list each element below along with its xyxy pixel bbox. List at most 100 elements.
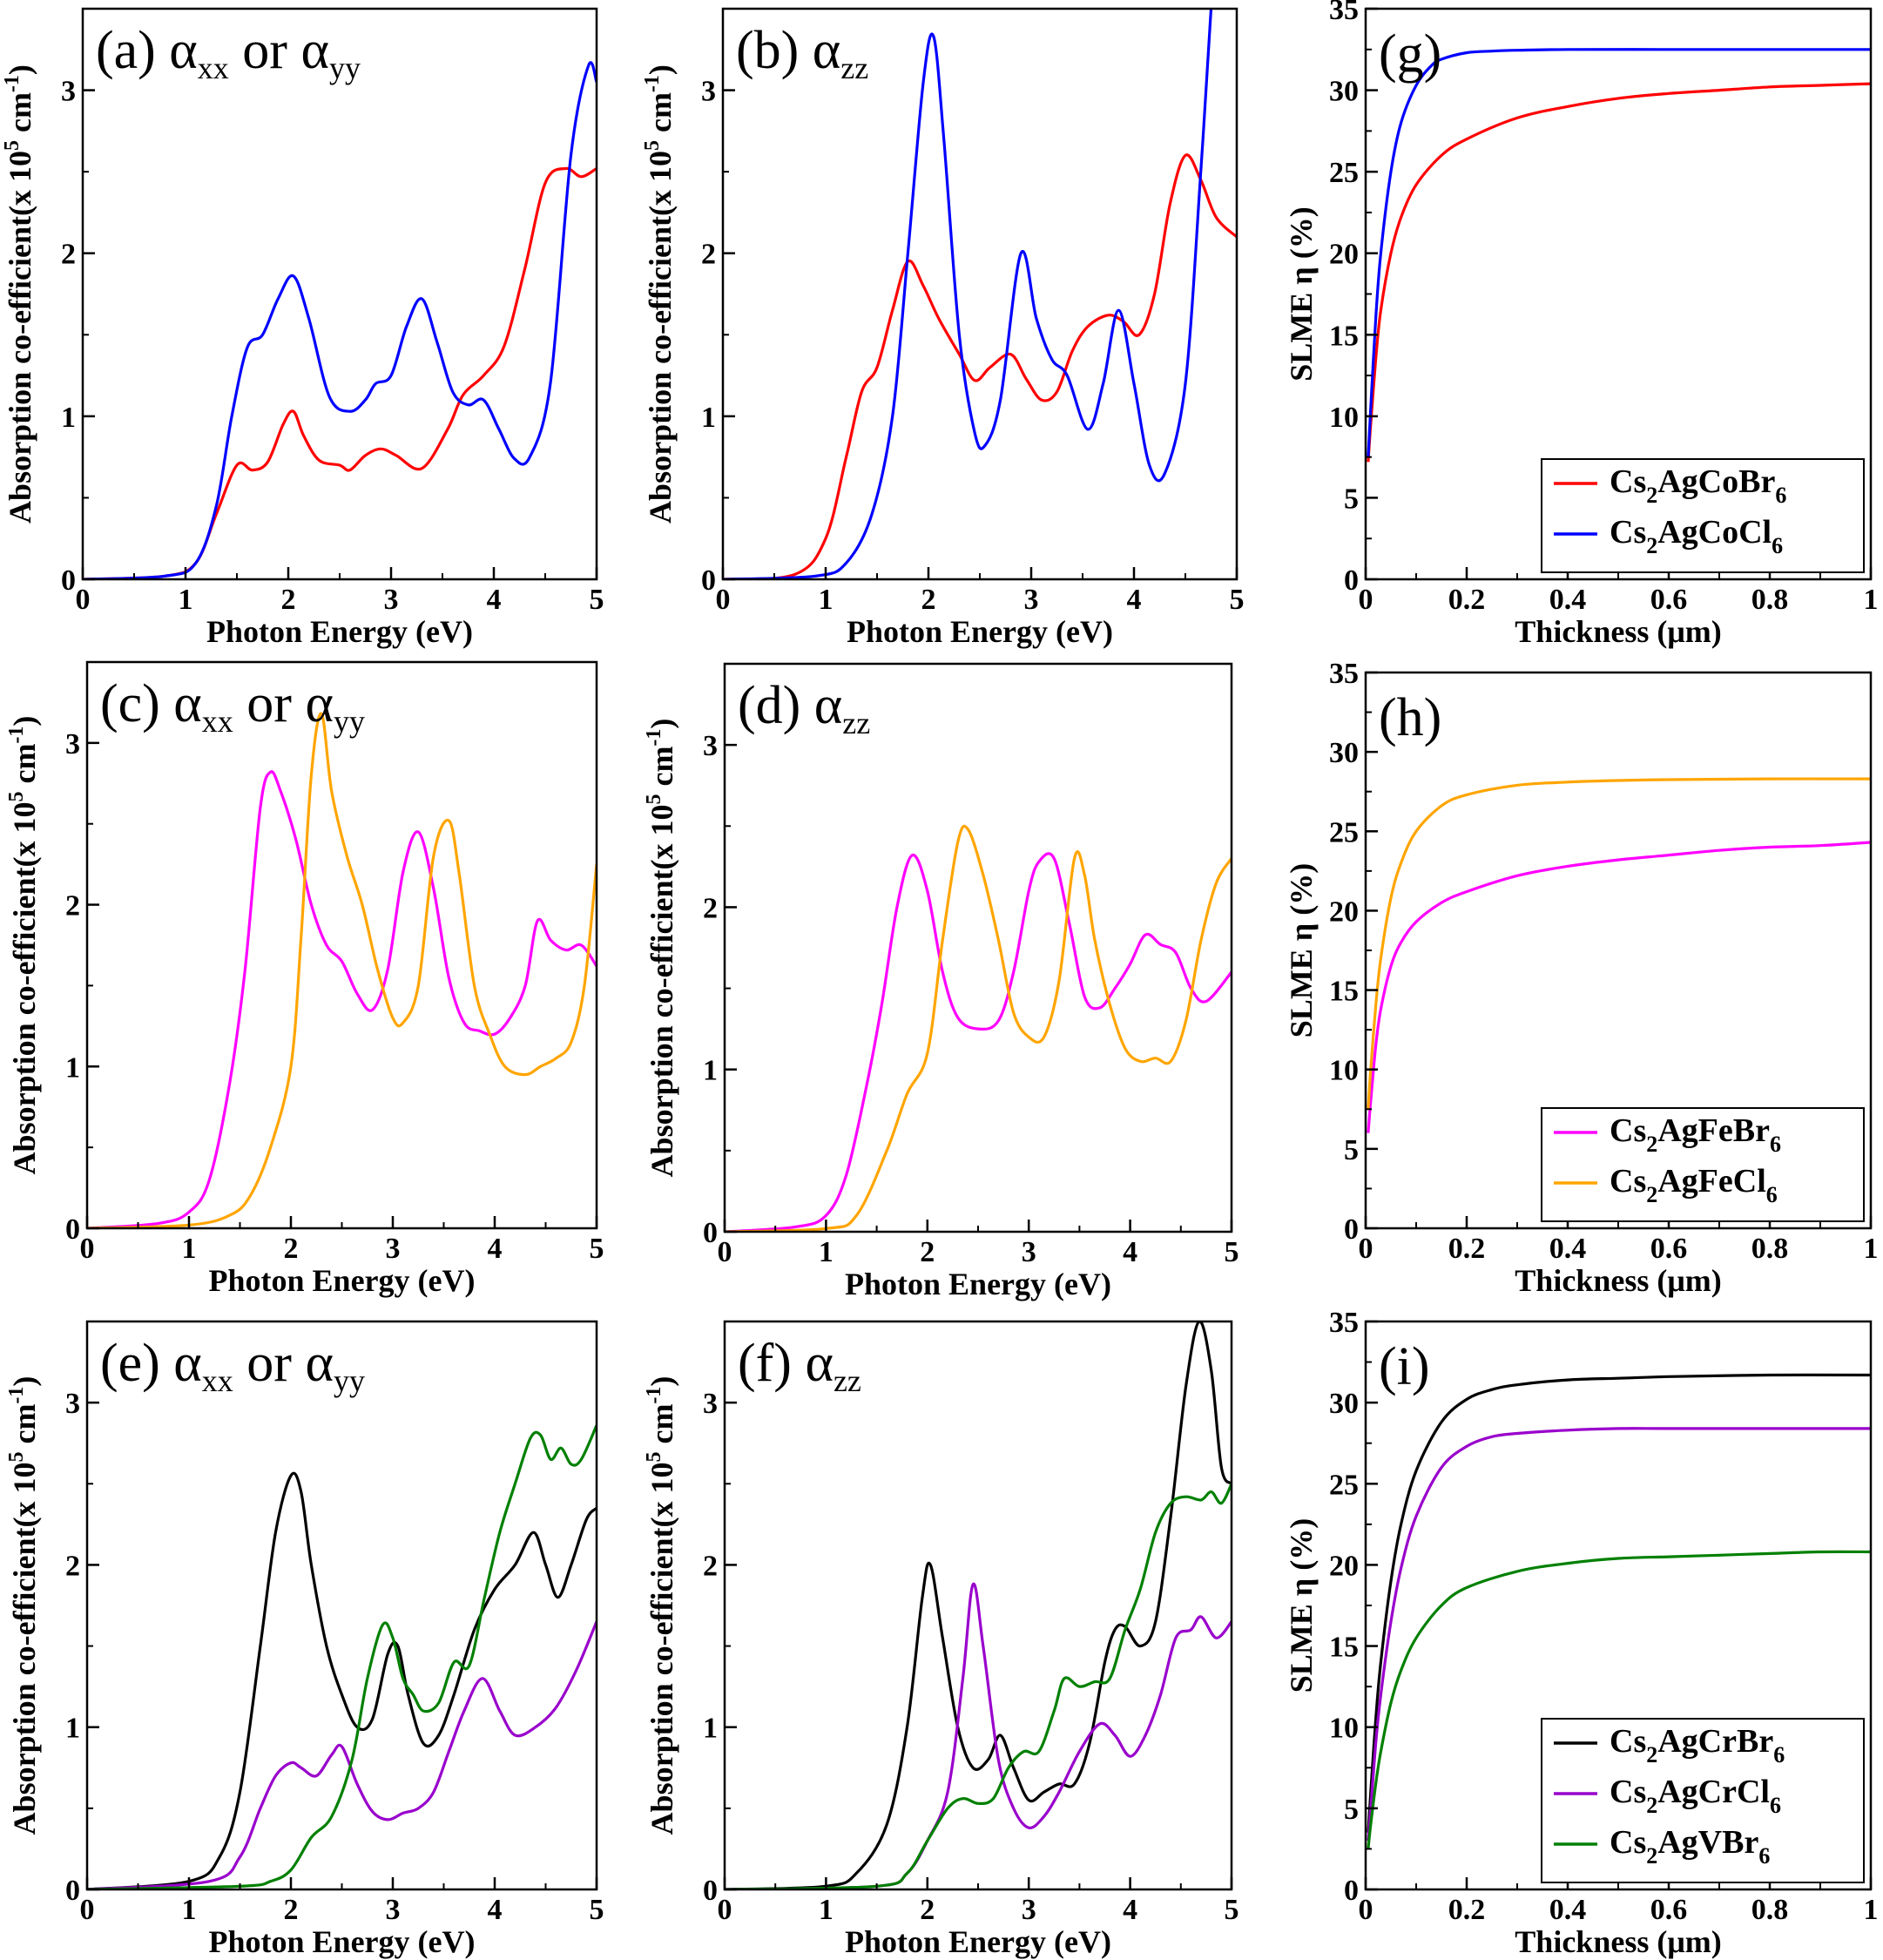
series-line-Cs2AgCoBr6 — [1367, 82, 1871, 463]
y-tick-label: 5 — [1344, 1794, 1359, 1826]
x-tick-label: 3 — [386, 1894, 401, 1926]
y-tick-label: 1 — [703, 1055, 718, 1087]
y-tick-label: 3 — [703, 730, 718, 762]
series-line-Cs2AgCrCl6 — [87, 1620, 597, 1889]
y-axis-title: Absorption co-efficient(x 105 cm-1) — [5, 1376, 42, 1835]
x-tick-label: 0 — [1359, 1233, 1373, 1265]
x-axis-title: Thickness (μm) — [1515, 1924, 1721, 1959]
y-tick-label: 0 — [65, 1213, 80, 1246]
x-tick-label: 4 — [487, 584, 502, 616]
legend-label: Cs2AgVBr6 — [1610, 1824, 1770, 1869]
x-tick-label: 3 — [384, 584, 399, 616]
legend-label: Cs2AgCoBr6 — [1610, 463, 1786, 508]
x-tick-label: 2 — [920, 1894, 935, 1926]
x-tick-label: 0.8 — [1751, 1233, 1789, 1265]
x-tick-label: 4 — [1127, 584, 1142, 616]
y-tick-label: 2 — [65, 890, 80, 923]
y-tick-label: 1 — [701, 402, 716, 434]
y-axis-title: Absorption co-efficient(x 105 cm-1) — [1, 64, 37, 524]
x-axis-title: Photon Energy (eV) — [209, 1924, 476, 1959]
x-tick-label: 0.6 — [1650, 1894, 1688, 1926]
x-tick-label: 1 — [1864, 1233, 1879, 1265]
series-line-Cs2AgVBr6 — [1367, 1550, 1871, 1849]
y-tick-label: 25 — [1329, 157, 1359, 189]
x-tick-label: 3 — [1022, 1894, 1036, 1926]
y-tick-label: 5 — [1344, 1134, 1359, 1166]
y-tick-label: 3 — [65, 728, 80, 760]
x-tick-label: 1 — [1864, 1894, 1879, 1926]
x-axis-title: Thickness (μm) — [1515, 614, 1721, 649]
legend-label: Cs2AgCoCl6 — [1610, 514, 1783, 558]
y-tick-label: 10 — [1329, 1055, 1359, 1087]
x-tick-label: 3 — [1022, 1236, 1036, 1268]
y-axis-title: Absorption co-efficient(x 105 cm-1) — [643, 719, 679, 1178]
y-tick-label: 2 — [61, 239, 76, 271]
y-tick-label: 0 — [1344, 1875, 1359, 1907]
panel-label: (h) — [1379, 688, 1441, 747]
y-tick-label: 0 — [703, 1217, 718, 1249]
y-tick-label: 1 — [61, 402, 76, 434]
y-tick-label: 0 — [1344, 564, 1359, 597]
panel-label: (d) αzz — [738, 676, 870, 740]
x-tick-label: 0 — [1359, 1894, 1373, 1926]
x-tick-label: 0 — [76, 584, 91, 616]
series-line-Cs2AgCrBr6 — [725, 1321, 1232, 1889]
y-tick-label: 1 — [65, 1051, 80, 1084]
x-tick-label: 0.4 — [1549, 1894, 1587, 1926]
panel-label: (c) αxx or αyy — [100, 674, 365, 739]
legend-label: Cs2AgFeBr6 — [1610, 1112, 1781, 1157]
series-line-Cs2AgCrCl6 — [1367, 1427, 1871, 1842]
series-line-Cs2AgFeCl6 — [1367, 777, 1871, 1110]
x-tick-label: 5 — [590, 584, 604, 616]
series-line-Cs2AgFeCl6 — [725, 824, 1232, 1232]
y-tick-label: 2 — [65, 1550, 80, 1582]
x-tick-label: 0.6 — [1650, 1233, 1688, 1265]
x-tick-label: 5 — [1225, 1894, 1239, 1926]
series-line-Cs2AgCoCl6 — [83, 61, 597, 579]
x-tick-label: 3 — [386, 1233, 401, 1265]
x-tick-label: 0.4 — [1549, 1233, 1587, 1265]
panel-label: (f) αzz — [738, 1334, 861, 1398]
series-line-Cs2AgFeBr6 — [87, 770, 597, 1228]
y-tick-label: 0 — [701, 564, 716, 597]
plot-frame — [723, 662, 1233, 1233]
x-tick-label: 0 — [718, 1236, 732, 1268]
y-tick-label: 2 — [703, 892, 718, 924]
x-tick-label: 2 — [921, 584, 936, 616]
y-tick-label: 35 — [1329, 1307, 1359, 1339]
y-tick-label: 30 — [1329, 1388, 1359, 1420]
y-tick-label: 1 — [703, 1713, 718, 1745]
series-line-Cs2AgCrBr6 — [1367, 1373, 1871, 1833]
series-line-Cs2AgFeCl6 — [87, 712, 597, 1228]
y-tick-label: 15 — [1329, 1632, 1359, 1664]
series-line-Cs2AgCoCl6 — [1367, 48, 1871, 457]
y-tick-label: 1 — [65, 1713, 80, 1745]
legend-label: Cs2AgCrCl6 — [1610, 1774, 1781, 1818]
legend-box — [1541, 1107, 1865, 1222]
legend-box — [1541, 458, 1865, 573]
y-tick-label: 10 — [1329, 1713, 1359, 1745]
y-tick-label: 3 — [65, 1388, 80, 1420]
x-tick-label: 1 — [1864, 584, 1879, 616]
panel-label: (i) — [1379, 1337, 1430, 1396]
x-tick-label: 4 — [1123, 1894, 1137, 1926]
y-tick-label: 20 — [1329, 1550, 1359, 1582]
legend-label: Cs2AgFeCl6 — [1610, 1163, 1778, 1207]
legend: Cs2AgCrBr6 Cs2AgCrCl6 Cs2AgVBr6 — [1541, 1718, 1865, 1883]
x-tick-label: 0 — [80, 1233, 95, 1265]
x-tick-label: 4 — [488, 1894, 503, 1926]
y-tick-label: 0 — [703, 1875, 718, 1907]
series-line-Cs2AgCoBr6 — [83, 166, 597, 579]
x-axis-title: Photon Energy (eV) — [845, 1267, 1111, 1301]
x-tick-label: 4 — [1123, 1236, 1137, 1268]
x-tick-label: 0 — [718, 1894, 732, 1926]
y-axis-title: SLME η (%) — [1284, 206, 1319, 381]
x-axis-title: Photon Energy (eV) — [206, 614, 473, 649]
